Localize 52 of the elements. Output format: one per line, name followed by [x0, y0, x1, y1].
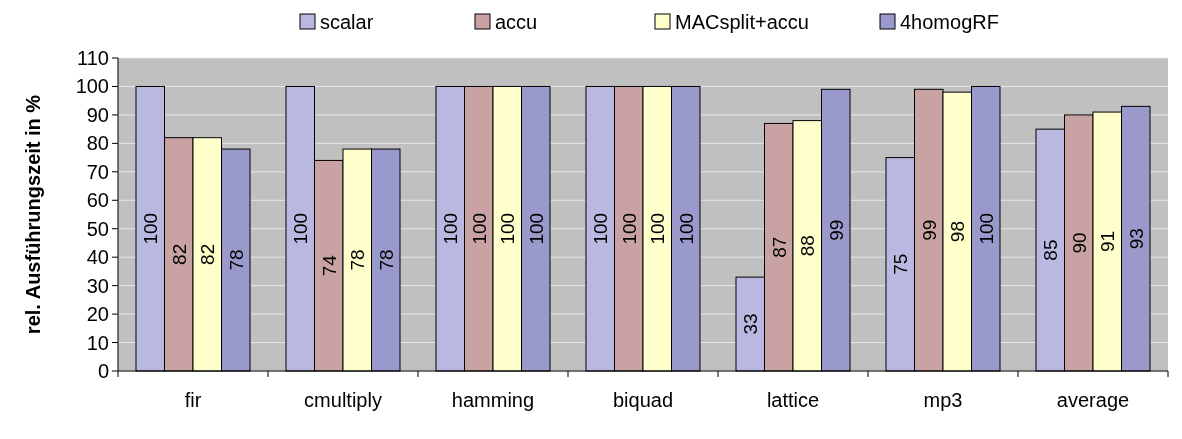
legend-label: 4homogRF — [900, 11, 999, 33]
legend-label: accu — [495, 11, 538, 33]
data-label: 100 — [290, 212, 312, 245]
x-tick-label: biquad — [612, 389, 674, 411]
y-tick-label: 70 — [86, 160, 109, 183]
data-label: 100 — [440, 212, 462, 245]
data-label: 98 — [947, 221, 969, 243]
data-label: 100 — [618, 212, 640, 245]
data-label: 100 — [468, 212, 490, 245]
x-tick-label: average — [1056, 389, 1130, 411]
x-tick-label: lattice — [766, 389, 820, 411]
legend-label: MACsplit+accu — [675, 11, 809, 33]
data-label: 100 — [647, 212, 669, 245]
data-label: 99 — [825, 219, 847, 241]
y-tick-label: 100 — [75, 75, 109, 98]
data-label: 78 — [225, 249, 247, 271]
x-tick-label: fir — [184, 389, 202, 411]
y-tick-label: 110 — [77, 47, 109, 69]
data-label: 100 — [525, 212, 547, 245]
data-label: 82 — [197, 243, 219, 265]
data-label: 78 — [375, 249, 397, 271]
data-label: 88 — [797, 235, 819, 257]
data-label: 100 — [140, 212, 162, 245]
data-label: 87 — [768, 236, 790, 258]
data-label: 99 — [918, 219, 940, 241]
data-label: 33 — [740, 313, 762, 335]
data-label: 100 — [590, 212, 612, 245]
data-label: 100 — [497, 212, 519, 245]
y-tick-label: 80 — [86, 132, 109, 155]
y-tick-label: 50 — [86, 217, 109, 240]
data-label: 75 — [890, 253, 912, 275]
x-tick-label: hamming — [451, 389, 535, 411]
y-tick-label: 10 — [86, 331, 109, 354]
data-label: 100 — [675, 212, 697, 245]
data-label: 91 — [1097, 230, 1119, 253]
data-label: 74 — [318, 254, 340, 277]
data-label: 93 — [1125, 228, 1147, 250]
data-label: 78 — [347, 249, 369, 271]
x-tick-label: cmultiply — [304, 389, 382, 411]
y-tick-label: 0 — [97, 360, 109, 382]
data-label: 85 — [1040, 239, 1062, 261]
y-tick-label: 30 — [86, 274, 109, 297]
y-tick-label: 40 — [86, 246, 109, 269]
legend-label: scalar — [320, 11, 374, 33]
data-label: 100 — [975, 212, 997, 245]
y-tick-label: 20 — [86, 303, 109, 326]
data-label: 82 — [168, 243, 190, 265]
y-tick-label: 60 — [86, 189, 109, 212]
x-tick-label: mp3 — [923, 389, 963, 411]
y-axis-title: rel. Ausführungszeit in % — [22, 94, 44, 335]
data-label: 90 — [1068, 232, 1090, 254]
y-tick-label: 90 — [86, 103, 109, 126]
